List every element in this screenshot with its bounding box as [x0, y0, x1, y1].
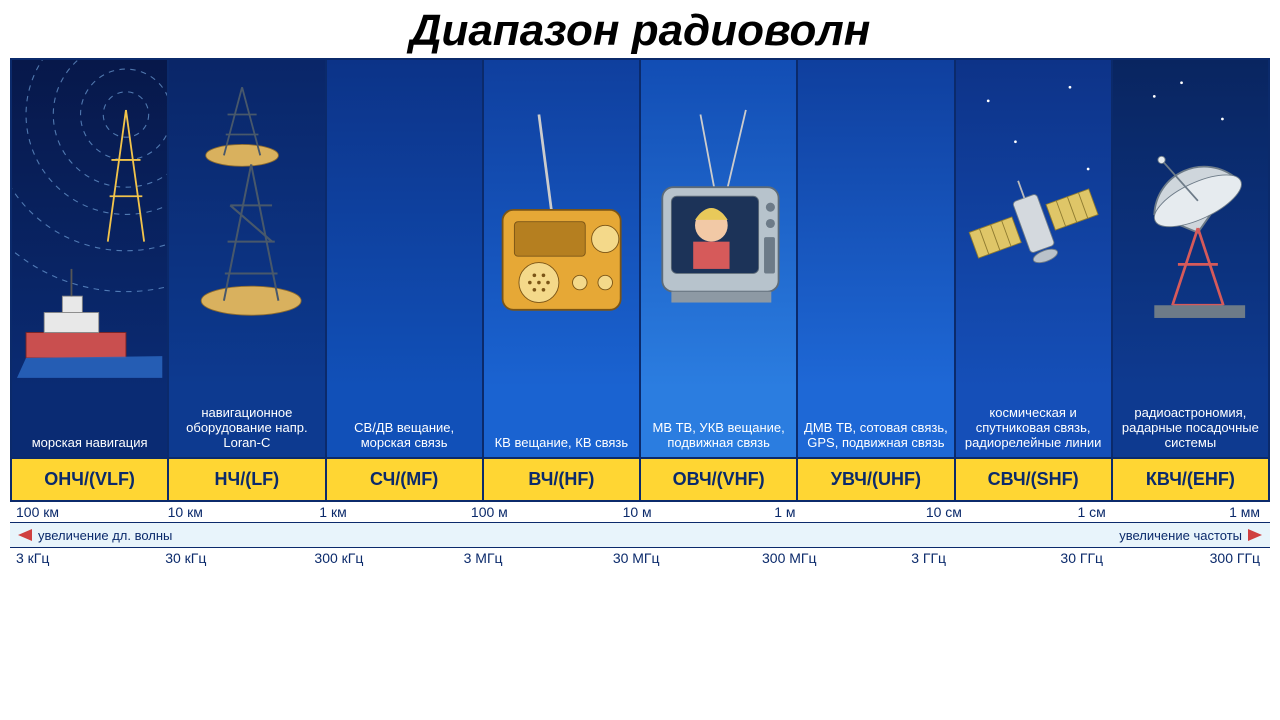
- frequency-tick: 300 кГц: [314, 550, 463, 566]
- band-illustration: [641, 60, 796, 387]
- band-illustration: [327, 60, 482, 387]
- two-towers-icon: [169, 60, 324, 387]
- band-description: ДМВ ТВ, сотовая связь, GPS, подвижная св…: [798, 387, 953, 457]
- wavelength-increase-label: увеличение дл. волны: [38, 528, 172, 543]
- arrow-left-icon: [18, 529, 32, 541]
- radio-icon: [484, 60, 639, 387]
- frequency-tick: 300 МГц: [762, 550, 911, 566]
- band-label: ВЧ/(HF): [484, 457, 639, 500]
- band-label: ОНЧ/(VLF): [12, 457, 167, 500]
- frequency-tick: 3 ГГц: [911, 550, 1060, 566]
- dish-antenna-icon: [1113, 60, 1268, 387]
- wavelength-tick: 1 м: [774, 504, 926, 520]
- wavelength-tick: 1 мм: [1229, 504, 1264, 520]
- scale-direction-strip: увеличение дл. волны увеличение частоты: [10, 522, 1270, 548]
- frequency-tick: 30 ГГц: [1060, 550, 1209, 566]
- wavelength-tick: 100 км: [16, 504, 168, 520]
- band-description: космическая и спутниковая связь, радиоре…: [956, 387, 1111, 457]
- band-description: СВ/ДВ вещание, морская связь: [327, 387, 482, 457]
- band-lf: навигационное оборудование напр. Loran-С…: [169, 60, 326, 500]
- band-illustration: [484, 60, 639, 387]
- scale-block: 100 км 10 км 1 км 100 м 10 м 1 м 10 см 1…: [10, 502, 1270, 568]
- band-label: ОВЧ/(VHF): [641, 457, 796, 500]
- band-label: КВЧ/(EHF): [1113, 457, 1268, 500]
- frequency-tick: 300 ГГц: [1210, 550, 1264, 566]
- wavelength-tick: 1 см: [1077, 504, 1229, 520]
- band-illustration: [798, 60, 953, 387]
- wavelength-tick: 100 м: [471, 504, 623, 520]
- band-hf: КВ вещание, КВ связь ВЧ/(HF): [484, 60, 641, 500]
- wavelength-tick: 10 км: [168, 504, 320, 520]
- wavelength-tick: 10 см: [926, 504, 1078, 520]
- band-label: НЧ/(LF): [169, 457, 324, 500]
- arrow-right-icon: [1248, 529, 1262, 541]
- band-description: МВ ТВ, УКВ вещание, подвижная связь: [641, 387, 796, 457]
- band-description: радиоастрономия, радарные посадочные сис…: [1113, 387, 1268, 457]
- band-illustration: [1113, 60, 1268, 387]
- satellite-icon: [956, 60, 1111, 387]
- wavelength-tick: 10 м: [623, 504, 775, 520]
- wavelength-direction: увеличение дл. волны: [10, 528, 180, 543]
- band-vhf: МВ ТВ, УКВ вещание, подвижная связь ОВЧ/…: [641, 60, 798, 500]
- bands-row: морская навигация ОНЧ/(VLF): [12, 60, 1268, 500]
- frequency-tick: 3 МГц: [464, 550, 613, 566]
- frequency-scale: 3 кГц 30 кГц 300 кГц 3 МГц 30 МГц 300 МГ…: [10, 548, 1270, 568]
- band-label: СВЧ/(SHF): [956, 457, 1111, 500]
- frequency-tick: 30 кГц: [165, 550, 314, 566]
- tv-icon: [641, 60, 796, 387]
- wavelength-tick: 1 км: [319, 504, 471, 520]
- band-illustration: [12, 60, 167, 387]
- band-uhf: ДМВ ТВ, сотовая связь, GPS, подвижная св…: [798, 60, 955, 500]
- band-mf: СВ/ДВ вещание, морская связь СЧ/(MF): [327, 60, 484, 500]
- frequency-tick: 3 кГц: [16, 550, 165, 566]
- band-illustration: [956, 60, 1111, 387]
- band-illustration: [169, 60, 324, 387]
- wavelength-scale: 100 км 10 км 1 км 100 м 10 м 1 м 10 см 1…: [10, 502, 1270, 522]
- band-label: УВЧ/(UHF): [798, 457, 953, 500]
- band-shf: космическая и спутниковая связь, радиоре…: [956, 60, 1113, 500]
- frequency-tick: 30 МГц: [613, 550, 762, 566]
- frequency-direction: увеличение частоты: [1111, 528, 1270, 543]
- band-label: СЧ/(MF): [327, 457, 482, 500]
- band-description: морская навигация: [12, 387, 167, 457]
- page-title: Диапазон радиоволн: [0, 0, 1280, 56]
- band-vlf: морская навигация ОНЧ/(VLF): [12, 60, 169, 500]
- band-description: навигационное оборудование напр. Loran-С: [169, 387, 324, 457]
- frequency-increase-label: увеличение частоты: [1119, 528, 1242, 543]
- band-description: КВ вещание, КВ связь: [484, 387, 639, 457]
- spectrum-chart: морская навигация ОНЧ/(VLF): [10, 58, 1270, 502]
- ship-tower-icon: [12, 60, 167, 387]
- band-ehf: радиоастрономия, радарные посадочные сис…: [1113, 60, 1268, 500]
